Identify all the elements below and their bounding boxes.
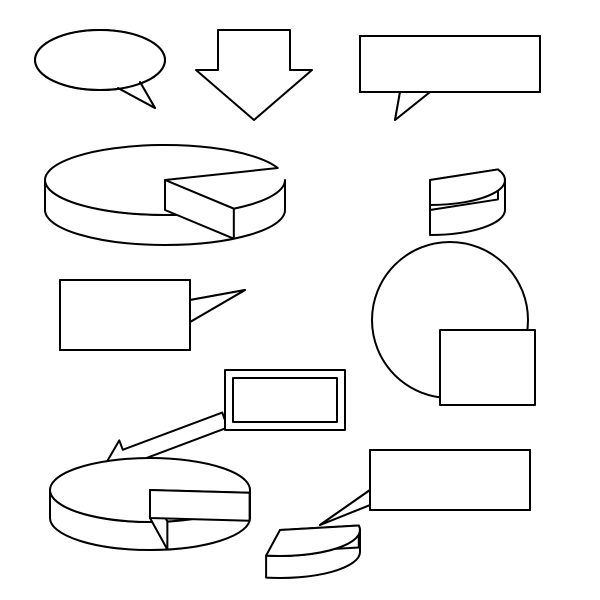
rect-speech-bubble-mid-left [60,280,245,350]
pie-3d-large-wedge [45,145,285,245]
rect-speech-bubble-lower [320,450,530,525]
pie-3d-small-slice [430,169,505,235]
pie-3d-bottom-slice [266,525,360,578]
ellipse-speech-bubble [35,30,165,108]
flat-pie-notch [372,242,535,405]
rect-speech-bubble-top [360,36,540,120]
down-arrow [196,30,312,120]
pie-3d-bottom-left [50,458,250,550]
